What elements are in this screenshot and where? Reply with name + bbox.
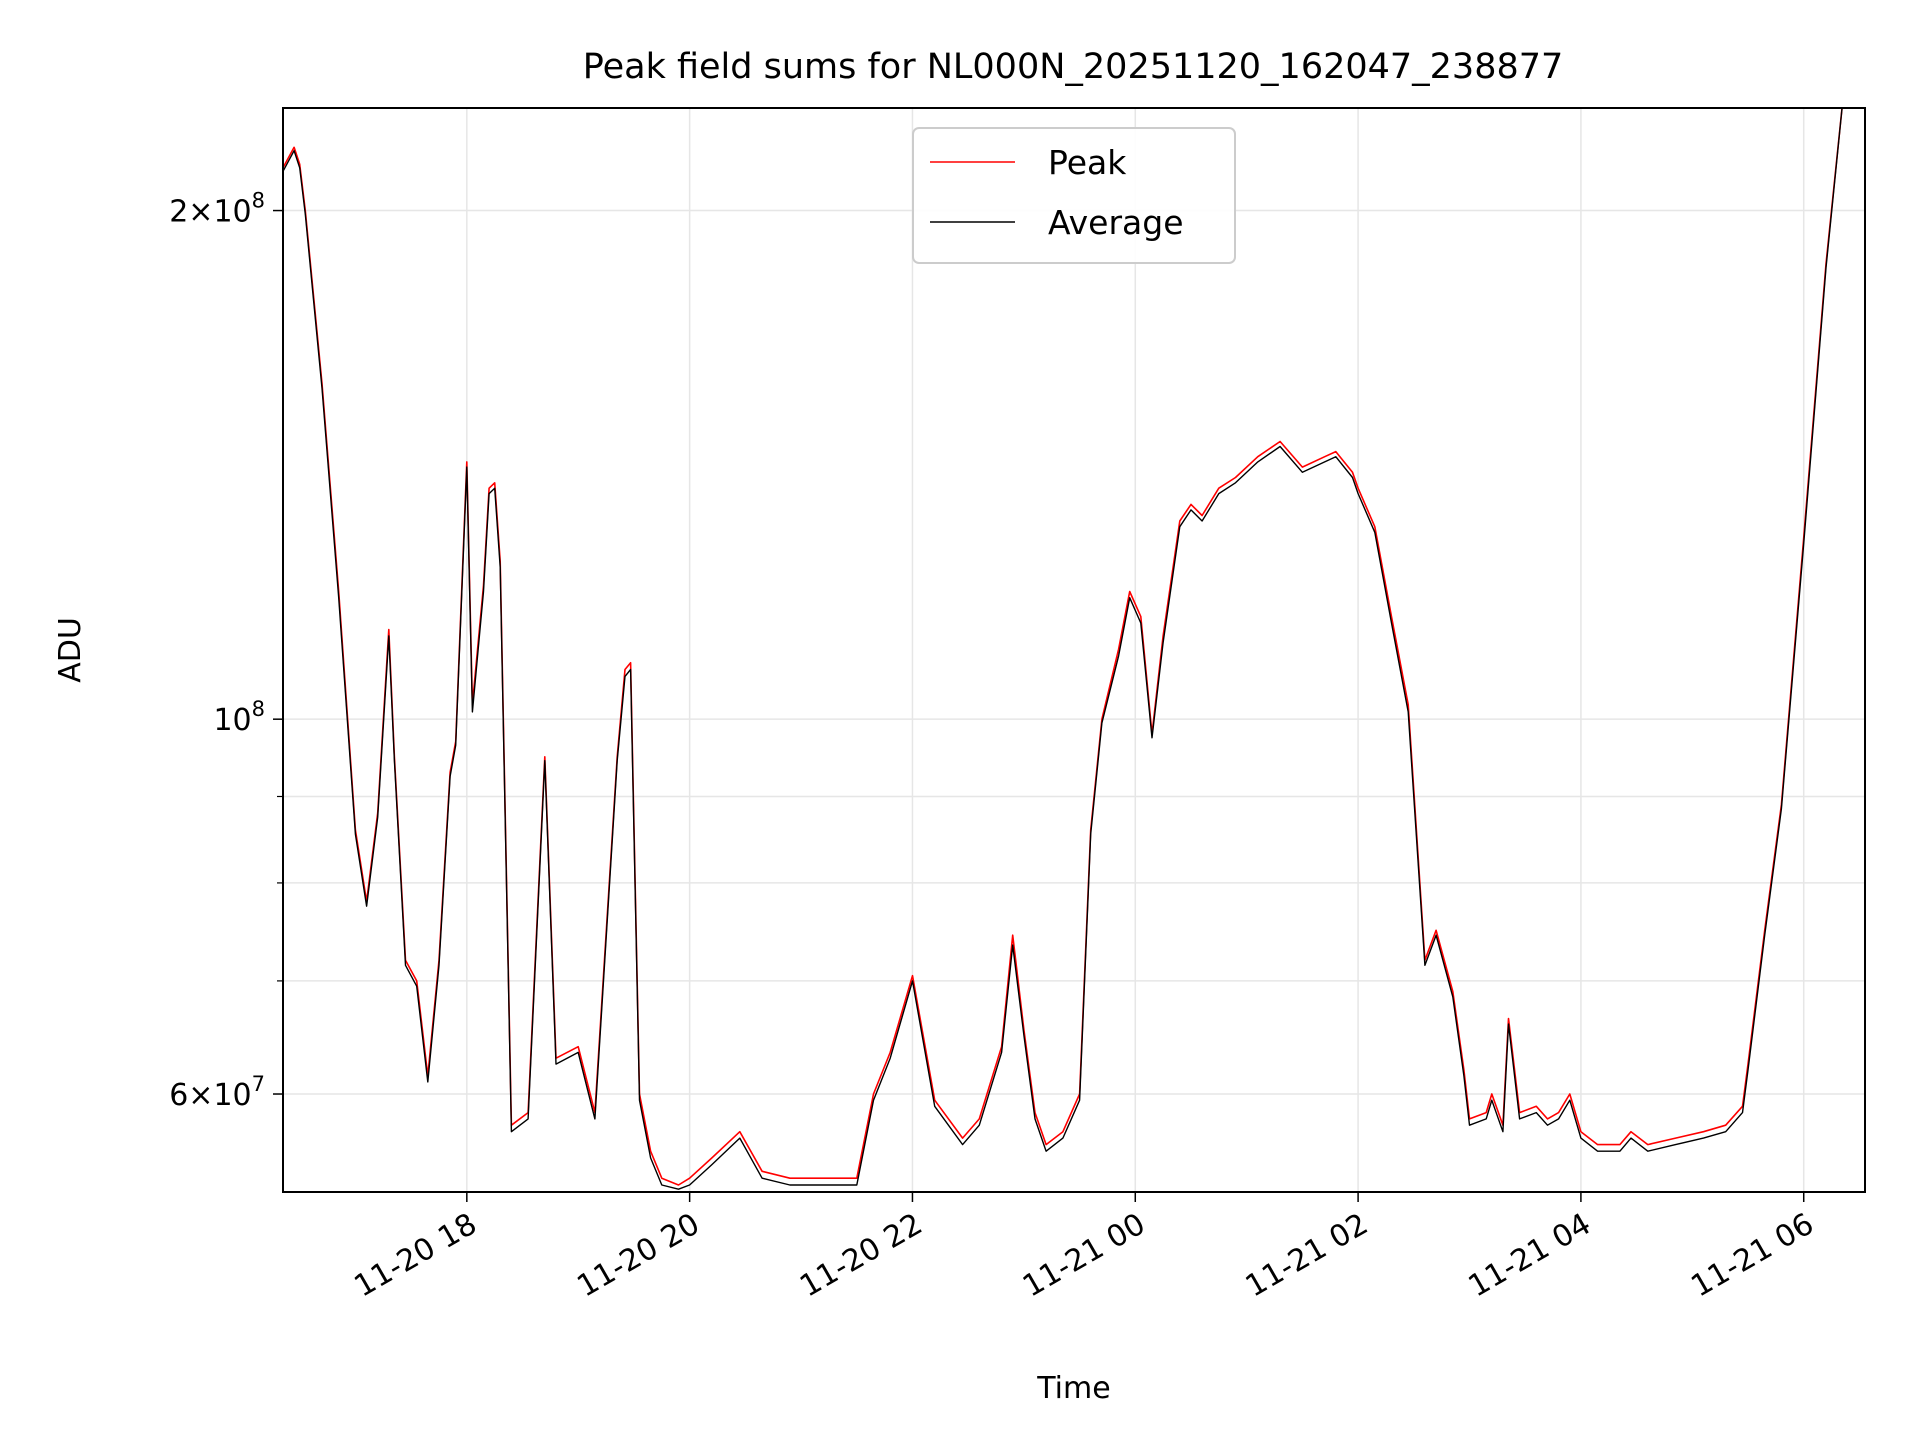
legend-peak-label: Peak xyxy=(1048,143,1127,182)
plot-frame xyxy=(282,107,1866,1193)
y-axis-label: ADU xyxy=(53,617,88,683)
y-axis: 6×107 108 2×108 xyxy=(169,189,283,1113)
series-group xyxy=(283,108,1843,1190)
y-tick-label: 6×107 xyxy=(169,1072,265,1113)
legend-average-label: Average xyxy=(1048,203,1184,242)
y-tick-label: 2×108 xyxy=(169,189,265,230)
x-axis-label: Time xyxy=(1036,1371,1110,1406)
chart-title: Peak field sums for NL000N_20251120_1620… xyxy=(583,47,1564,87)
y-tick-label: 108 xyxy=(213,697,265,738)
grid xyxy=(283,108,1865,1192)
series-line-average xyxy=(283,108,1843,1190)
legend: Peak Average xyxy=(912,127,1236,264)
